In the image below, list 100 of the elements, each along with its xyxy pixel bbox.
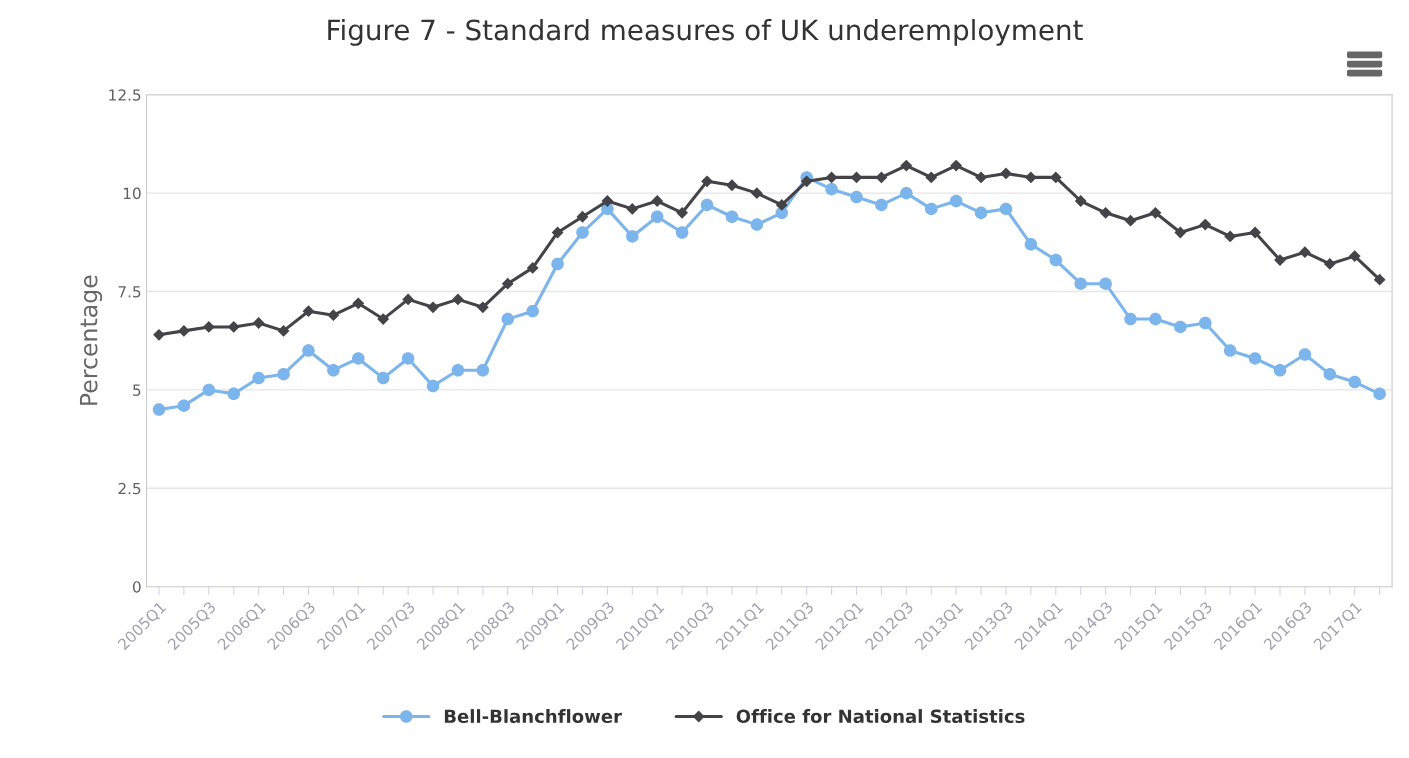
point <box>153 328 165 341</box>
point <box>1199 218 1212 231</box>
point <box>327 309 340 322</box>
point <box>476 363 490 377</box>
point <box>1299 246 1311 259</box>
point <box>1224 230 1237 243</box>
point <box>900 159 913 172</box>
point <box>999 202 1013 216</box>
point <box>726 179 738 192</box>
point <box>701 175 713 188</box>
point <box>376 371 390 385</box>
point <box>1223 344 1237 357</box>
point <box>1000 167 1012 180</box>
point <box>1174 226 1187 239</box>
point <box>975 171 987 184</box>
point <box>302 344 315 357</box>
point <box>576 210 589 223</box>
point <box>327 363 340 377</box>
y-tick-label: 10 <box>123 187 141 200</box>
point <box>1323 258 1336 270</box>
point <box>377 313 390 325</box>
point <box>501 312 514 326</box>
chart-title: Figure 7 - Standard measures of UK underemployment <box>328 18 1083 46</box>
point <box>1024 238 1038 251</box>
point <box>1273 363 1287 377</box>
point <box>1249 226 1261 239</box>
point <box>1348 250 1361 262</box>
point <box>1149 206 1162 219</box>
point <box>825 182 838 196</box>
legend-label: Office for National Statistics <box>736 709 1025 724</box>
point <box>576 226 589 239</box>
point <box>800 175 813 188</box>
point <box>252 371 265 385</box>
point <box>1298 348 1312 361</box>
point <box>202 321 215 333</box>
point <box>1099 277 1112 290</box>
point <box>924 202 938 216</box>
point <box>202 383 216 397</box>
point <box>178 324 190 337</box>
point <box>725 210 739 223</box>
point <box>452 293 464 306</box>
point <box>352 297 365 310</box>
point <box>302 305 315 318</box>
point <box>1199 316 1212 330</box>
point <box>650 210 664 223</box>
point <box>974 206 988 220</box>
point <box>700 198 714 212</box>
point <box>750 187 763 200</box>
point <box>402 293 414 306</box>
y-tick-label: 2.5 <box>118 482 141 495</box>
y-tick-label: 0 <box>132 581 141 593</box>
point <box>1373 273 1386 286</box>
point <box>177 399 191 412</box>
point <box>925 171 938 184</box>
point <box>227 387 240 401</box>
point <box>626 202 639 215</box>
point <box>526 304 539 318</box>
y-axis-title: Percentage <box>79 275 103 405</box>
y-tick-label: 5 <box>133 384 141 396</box>
point <box>1074 277 1087 290</box>
point <box>626 230 639 243</box>
point <box>1049 253 1063 267</box>
legend-label: Bell-Blanchflower <box>444 709 622 724</box>
point <box>252 317 265 329</box>
point <box>277 324 290 337</box>
point <box>501 277 514 290</box>
point <box>750 218 764 231</box>
point <box>1149 312 1162 326</box>
point <box>401 352 415 365</box>
point <box>551 257 564 271</box>
point <box>900 186 913 200</box>
point <box>1323 367 1337 381</box>
point <box>352 352 365 365</box>
point <box>426 379 440 393</box>
point <box>451 363 465 377</box>
point <box>775 199 788 211</box>
point <box>476 301 489 314</box>
point <box>601 195 614 207</box>
point <box>526 262 539 274</box>
point <box>676 206 689 219</box>
point <box>152 403 166 416</box>
point <box>1248 352 1262 365</box>
point <box>950 159 963 172</box>
point <box>277 367 290 381</box>
point <box>1024 171 1037 184</box>
point <box>949 194 963 208</box>
point <box>875 198 888 212</box>
point <box>850 190 863 204</box>
point <box>1348 375 1361 389</box>
point <box>1373 387 1386 401</box>
y-tick-label: 7.5 <box>118 286 141 298</box>
point <box>1099 206 1112 219</box>
point <box>1074 195 1087 207</box>
point <box>1124 312 1137 326</box>
point <box>1174 320 1187 334</box>
point <box>651 195 664 207</box>
y-tick-label: 12.5 <box>109 89 141 101</box>
point <box>427 301 439 314</box>
point <box>1124 214 1137 227</box>
point <box>675 226 689 239</box>
